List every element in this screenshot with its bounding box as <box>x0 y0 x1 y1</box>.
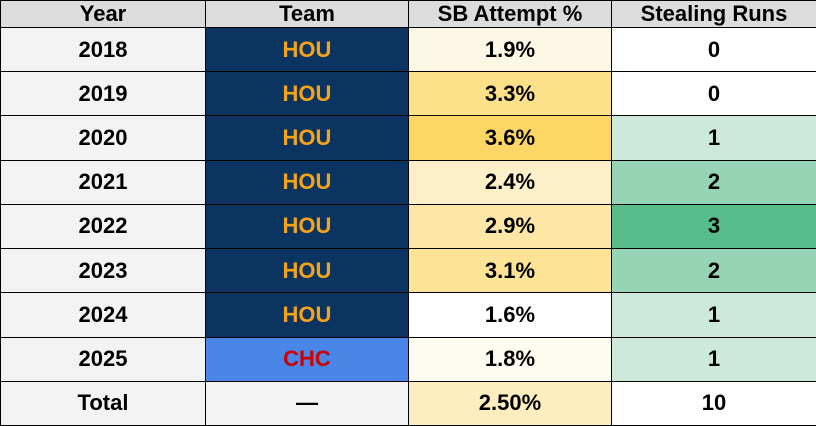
team-cell: HOU <box>205 26 409 73</box>
year-cell: 2023 <box>0 248 206 294</box>
stealing-runs-cell: 0 <box>611 26 816 73</box>
team-cell: HOU <box>205 292 409 338</box>
team-cell: HOU <box>205 159 409 205</box>
table-row: 2023 HOU 3.1% 2 <box>0 248 816 294</box>
sb-attempt-cell: 1.8% <box>408 336 612 382</box>
team-cell: HOU <box>205 248 409 294</box>
year-cell: 2021 <box>0 159 206 205</box>
sb-attempt-cell: 2.4% <box>408 159 612 205</box>
stealing-runs-cell: 1 <box>611 115 816 161</box>
table-body: 2018 HOU 1.9% 0 2019 HOU 3.3% 0 2020 HOU 3.6% 1 2021… <box>0 26 816 426</box>
table-row: 2025 CHC 1.8% 1 <box>0 336 816 382</box>
team-cell: CHC <box>205 336 409 382</box>
year-cell: 2018 <box>0 26 206 73</box>
table-row: 2024 HOU 1.6% 1 <box>0 292 816 338</box>
table-row: 2021 HOU 2.4% 2 <box>0 159 816 205</box>
stealing-runs-cell: 2 <box>611 159 816 205</box>
table-row: 2020 HOU 3.6% 1 <box>0 115 816 161</box>
stealing-runs-cell: 1 <box>611 336 816 382</box>
column-header: SB Attempt % <box>408 0 612 28</box>
team-cell: — <box>205 380 409 426</box>
column-header: Team <box>205 0 409 28</box>
year-cell: Total <box>0 380 206 426</box>
table-row: 2022 HOU 2.9% 3 <box>0 203 816 250</box>
table-row: 2018 HOU 1.9% 0 <box>0 26 816 73</box>
team-cell: HOU <box>205 71 409 117</box>
sb-attempt-cell: 1.6% <box>408 292 612 338</box>
year-cell: 2020 <box>0 115 206 161</box>
team-cell: HOU <box>205 203 409 250</box>
column-header: Year <box>0 0 206 28</box>
stealing-runs-cell: 1 <box>611 292 816 338</box>
year-cell: 2025 <box>0 336 206 382</box>
stealing-runs-cell: 10 <box>611 380 816 426</box>
sb-attempt-cell: 2.50% <box>408 380 612 426</box>
year-cell: 2022 <box>0 203 206 250</box>
column-header: Stealing Runs <box>611 0 816 28</box>
sb-attempt-cell: 3.3% <box>408 71 612 117</box>
team-cell: HOU <box>205 115 409 161</box>
stealing-runs-cell: 0 <box>611 71 816 117</box>
stealing-runs-cell: 3 <box>611 203 816 250</box>
header-row: Year Team SB Attempt % Stealing Runs <box>0 0 816 28</box>
table-row: Total —2.50% 10 <box>0 380 816 426</box>
year-cell: 2024 <box>0 292 206 338</box>
sb-attempt-cell: 2.9% <box>408 203 612 250</box>
sb-attempt-cell: 1.9% <box>408 26 612 73</box>
table-row: 2019 HOU 3.3% 0 <box>0 71 816 117</box>
year-cell: 2019 <box>0 71 206 117</box>
sb-attempt-cell: 3.1% <box>408 248 612 294</box>
stealing-runs-cell: 2 <box>611 248 816 294</box>
sb-attempt-cell: 3.6% <box>408 115 612 161</box>
